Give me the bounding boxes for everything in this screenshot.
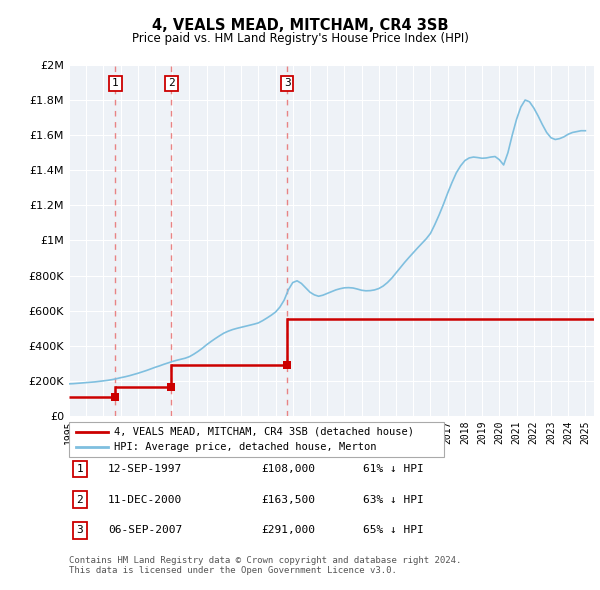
Text: Contains HM Land Registry data © Crown copyright and database right 2024.
This d: Contains HM Land Registry data © Crown c… [69, 556, 461, 575]
Text: £291,000: £291,000 [261, 526, 315, 535]
Text: 12-SEP-1997: 12-SEP-1997 [108, 464, 182, 474]
Text: 4, VEALS MEAD, MITCHAM, CR4 3SB: 4, VEALS MEAD, MITCHAM, CR4 3SB [152, 18, 448, 32]
Text: HPI: Average price, detached house, Merton: HPI: Average price, detached house, Mert… [114, 442, 377, 453]
Text: 65% ↓ HPI: 65% ↓ HPI [363, 526, 424, 535]
Text: 63% ↓ HPI: 63% ↓ HPI [363, 495, 424, 504]
Text: £163,500: £163,500 [261, 495, 315, 504]
Text: 3: 3 [76, 526, 83, 535]
Text: 3: 3 [284, 78, 290, 88]
Text: 1: 1 [112, 78, 119, 88]
Text: 1: 1 [76, 464, 83, 474]
Text: Price paid vs. HM Land Registry's House Price Index (HPI): Price paid vs. HM Land Registry's House … [131, 32, 469, 45]
Text: 4, VEALS MEAD, MITCHAM, CR4 3SB (detached house): 4, VEALS MEAD, MITCHAM, CR4 3SB (detache… [114, 427, 414, 437]
Text: 2: 2 [168, 78, 175, 88]
Text: 61% ↓ HPI: 61% ↓ HPI [363, 464, 424, 474]
Text: £108,000: £108,000 [261, 464, 315, 474]
Text: 11-DEC-2000: 11-DEC-2000 [108, 495, 182, 504]
Text: 2: 2 [76, 495, 83, 504]
Text: 06-SEP-2007: 06-SEP-2007 [108, 526, 182, 535]
